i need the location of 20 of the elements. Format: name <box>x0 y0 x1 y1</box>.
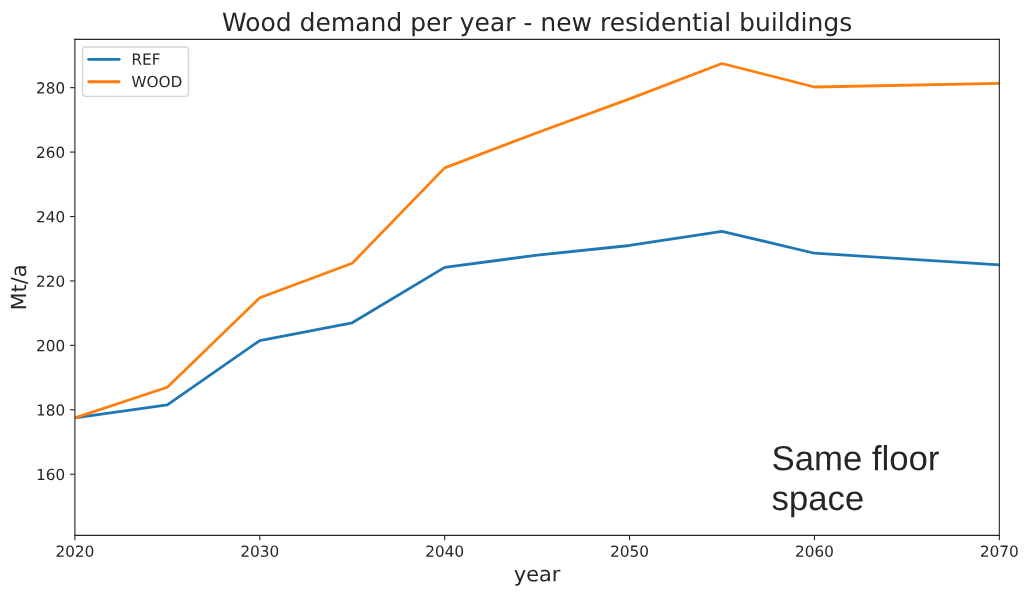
x-tick-label: 2030 <box>241 545 279 557</box>
y-tick-label: 160 <box>37 468 65 481</box>
y-tick-label: 200 <box>37 339 65 352</box>
y-tick-label: 240 <box>37 210 65 223</box>
annotation: Same floor space <box>772 444 939 518</box>
x-tick-label: 2070 <box>981 545 1018 557</box>
x-axis-title: year <box>514 569 561 586</box>
legend-label: WOOD <box>131 75 182 88</box>
x-tick-label: 2040 <box>426 545 464 557</box>
legend-label: REF <box>132 53 160 65</box>
x-tick-label: 2060 <box>796 545 833 557</box>
y-tick-label: 280 <box>37 82 65 94</box>
chart-title: Wood demand per year - new residential buildings <box>222 12 852 37</box>
y-tick-label: 260 <box>37 146 65 159</box>
y-axis-title: Mt/a <box>10 266 29 309</box>
y-tick-label: 180 <box>37 404 65 416</box>
x-tick-label: 2050 <box>611 545 648 557</box>
y-tick-label: 220 <box>37 275 65 287</box>
line-series <box>74 229 1000 420</box>
x-tick-label: 2020 <box>56 545 94 557</box>
